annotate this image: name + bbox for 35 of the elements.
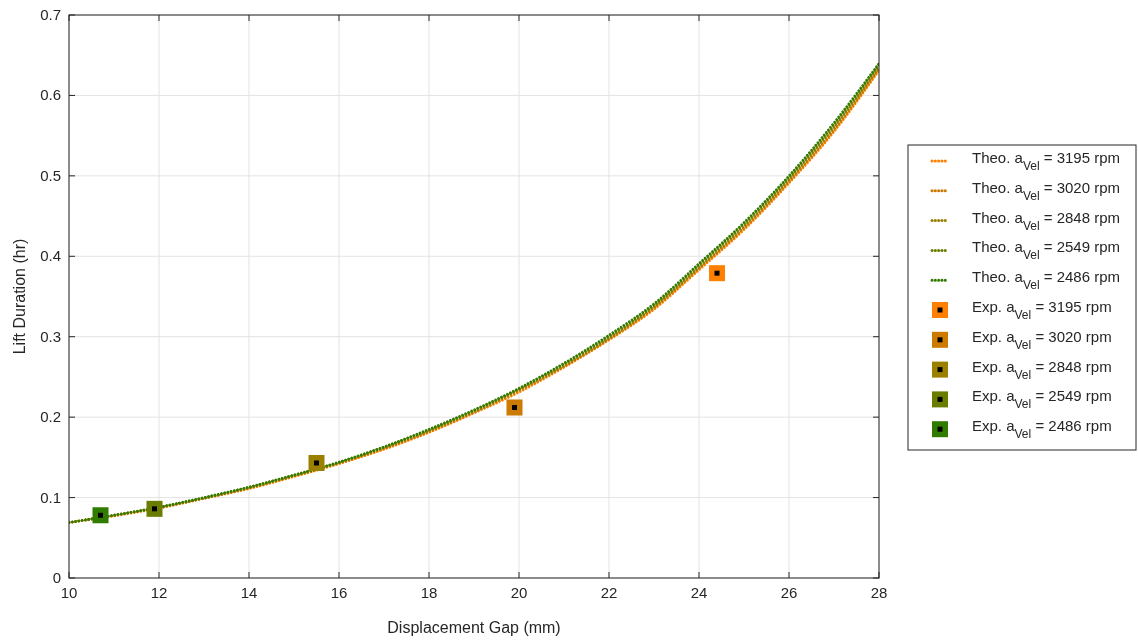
x-tick-label: 26 bbox=[780, 584, 798, 601]
point bbox=[506, 399, 523, 416]
legend-label: Theo. a$_{Vel}$ = 3195 rpm bbox=[972, 149, 1121, 173]
legend-label: Theo. a$_{Vel}$ = 2848 rpm bbox=[972, 208, 1121, 233]
y-tick-label: 0.6 bbox=[40, 86, 61, 104]
point bbox=[92, 507, 109, 524]
x-tick-label: 14 bbox=[240, 584, 258, 601]
legend-label: Exp. a$_{Vel}$ = 2486 rpm bbox=[972, 417, 1112, 442]
y-tick-label: 0.3 bbox=[40, 327, 61, 345]
x-tick-label: 10 bbox=[60, 584, 78, 601]
y-tick-label: 0 bbox=[52, 569, 61, 586]
point bbox=[308, 454, 325, 471]
legend-label: Theo. a$_{Vel}$ = 2549 rpm bbox=[972, 238, 1121, 263]
y-tick-label: 0.2 bbox=[40, 408, 61, 426]
y-tick-label: 0.4 bbox=[40, 247, 61, 265]
legend-label: Exp. a$_{Vel}$ = 2848 rpm bbox=[972, 357, 1112, 382]
legend-label: Exp. a$_{Vel}$ = 3020 rpm bbox=[972, 327, 1112, 352]
y-tick-label: 0.1 bbox=[40, 488, 61, 506]
x-tick-label: 20 bbox=[510, 584, 528, 601]
x-axis-title: Displacement Gap (mm) bbox=[387, 619, 561, 636]
y-tick-label: 0.7 bbox=[40, 6, 61, 23]
x-tick-label: 24 bbox=[690, 584, 708, 601]
x-tick-label: 16 bbox=[330, 584, 348, 601]
legend-label: Theo. a$_{Vel}$ = 2486 rpm bbox=[972, 268, 1121, 293]
x-tick-label: 18 bbox=[420, 584, 438, 601]
x-tick-label: 28 bbox=[870, 584, 888, 601]
point bbox=[709, 265, 725, 282]
y-tick-label: 0.5 bbox=[40, 166, 61, 184]
point bbox=[146, 500, 163, 517]
legend-label: Exp. a$_{Vel}$ = 3195 rpm bbox=[972, 298, 1112, 322]
legend-label: Theo. a$_{Vel}$ = 3020 rpm bbox=[972, 178, 1121, 203]
x-tick-label: 22 bbox=[600, 584, 618, 601]
y-axis-title: Lift Duration (hr) bbox=[11, 238, 28, 355]
legend-label: Exp. a$_{Vel}$ = 2549 rpm bbox=[972, 387, 1112, 412]
x-tick-label: 12 bbox=[150, 584, 168, 601]
